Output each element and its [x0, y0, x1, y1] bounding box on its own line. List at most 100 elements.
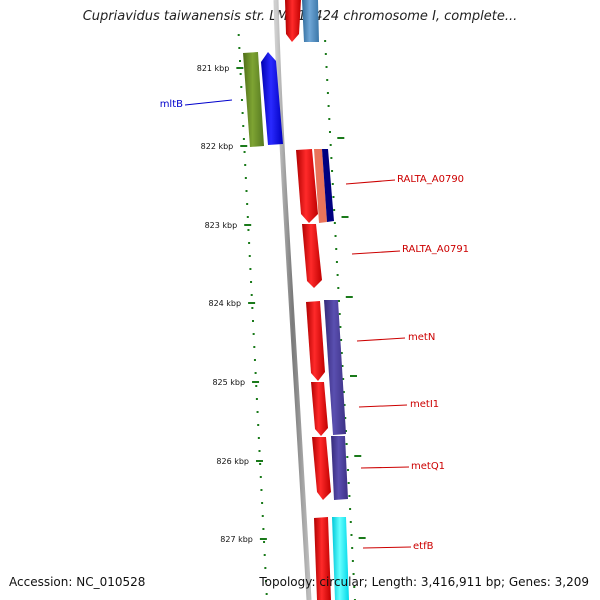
gene-RALTA_A0790-salmon[interactable]: [314, 149, 327, 223]
ruler-tick: [252, 381, 260, 383]
ruler-dot: [260, 489, 263, 491]
gene-leader-line: [362, 546, 412, 549]
gene-labels: mltB RALTA_A0790 RALTA_A0791 metN metI1 metQ1…: [160, 99, 469, 552]
outer-dot: [333, 209, 336, 211]
outer-dot: [351, 547, 354, 549]
outer-dot: [353, 586, 356, 588]
gene-RALTA_A0790-navy[interactable]: [322, 149, 334, 222]
gene-leader-line: [360, 466, 410, 469]
ruler-dot: [250, 281, 253, 283]
ruler-dot: [248, 242, 251, 244]
ruler-dot: [253, 346, 256, 348]
outer-dot: [343, 404, 346, 406]
outer-tick: [354, 455, 362, 457]
gene-mltB-olive[interactable]: [243, 52, 264, 147]
genome-backbone: [273, 0, 312, 600]
ruler-dot: [252, 320, 254, 322]
ruler-dot: [237, 34, 240, 36]
ruler-dot: [253, 359, 256, 361]
ruler-dot: [255, 385, 258, 387]
ruler-dot: [263, 541, 266, 543]
gene-label-RALTA_A0791[interactable]: RALTA_A0791: [402, 244, 469, 255]
ruler-dot: [244, 177, 247, 179]
ruler-dot: [263, 554, 266, 556]
ruler-dot: [242, 125, 245, 127]
outer-dot: [331, 183, 334, 185]
gene-RALTA_A0791[interactable]: [302, 224, 322, 288]
outer-dot: [327, 105, 330, 107]
gene-label-metI1[interactable]: metI1: [410, 399, 439, 410]
gene-leader-line: [345, 179, 396, 185]
ruler-dot: [247, 229, 250, 231]
ruler-dot: [239, 73, 242, 75]
ruler-dot: [252, 333, 255, 335]
outer-tick: [341, 216, 349, 218]
ruler-dot: [257, 424, 260, 426]
gene-leader-line: [184, 99, 233, 106]
ruler-tick: [248, 302, 256, 304]
ruler-dot: [261, 502, 264, 504]
ruler-dot: [258, 450, 261, 452]
ruler-dot: [256, 411, 259, 413]
ruler-dot: [248, 255, 251, 257]
ruler-dot: [265, 593, 268, 595]
gene-RALTA_A0790-red[interactable]: [296, 149, 318, 223]
gene-leader-line: [351, 250, 401, 255]
outer-dot: [351, 560, 354, 562]
gene-etfB-red[interactable]: [314, 517, 331, 600]
ruler-dot: [254, 372, 257, 374]
outer-dot: [332, 196, 335, 198]
topology-summary: Topology: circular; Length: 3,416,911 bp…: [259, 575, 589, 589]
gene-etfB-cyan[interactable]: [332, 517, 349, 600]
gene-leader-line: [356, 337, 406, 342]
gene-label-metN[interactable]: metN: [408, 332, 435, 343]
outer-dot: [325, 66, 328, 68]
outer-dot: [352, 573, 355, 575]
gene-label-RALTA_A0790[interactable]: RALTA_A0790: [397, 174, 464, 185]
ruler-tick: [244, 224, 252, 226]
ruler-tick-label: 824 kbp: [208, 299, 241, 308]
outer-dot: [339, 326, 342, 328]
kbp-ruler: 821 kbp 822 kbp 823 kbp 824 kbp 825 kbp 826 k…: [197, 34, 268, 595]
ruler-tick: [236, 67, 244, 69]
outer-dot: [337, 287, 340, 289]
ruler-dot: [246, 203, 249, 205]
gene-label-mltB[interactable]: mltB: [160, 99, 183, 110]
ruler-dot: [259, 463, 262, 465]
gene-metN-purple[interactable]: [324, 300, 346, 435]
gene-metQ1-purple[interactable]: [331, 436, 348, 500]
ruler-dot: [243, 151, 246, 153]
outer-dot: [324, 40, 327, 42]
ruler-tick-label: 823 kbp: [205, 221, 238, 230]
ruler-tick-label: 826 kbp: [216, 457, 249, 466]
ruler-dot: [240, 86, 243, 88]
outer-dot: [328, 131, 331, 133]
ruler-tick: [240, 145, 248, 147]
gene-leader-line: [358, 404, 408, 408]
gene-top-red[interactable]: [285, 0, 301, 42]
outer-dot: [345, 443, 348, 445]
ruler-dot: [262, 528, 265, 530]
gene-label-metQ1[interactable]: metQ1: [411, 461, 445, 472]
ruler-tick: [256, 460, 263, 462]
gene-metN-red[interactable]: [306, 301, 325, 381]
outer-tick: [350, 375, 357, 377]
outer-dot: [324, 53, 327, 55]
gene-label-etfB[interactable]: etfB: [413, 541, 434, 552]
outer-dot: [338, 300, 340, 302]
ruler-dot: [239, 60, 241, 62]
ruler-dot: [238, 47, 241, 49]
outer-dot: [347, 469, 350, 471]
ruler-dot: [264, 567, 267, 569]
gene-mltB[interactable]: [261, 52, 283, 145]
ruler-dot: [244, 164, 247, 166]
gene-metQ1-red[interactable]: [312, 437, 331, 500]
gene-top-steel[interactable]: [302, 0, 319, 42]
gene-metI1[interactable]: [311, 382, 328, 436]
outer-dot: [349, 508, 352, 510]
outer-dot: [349, 521, 352, 523]
outer-dot: [333, 222, 336, 224]
outer-tick: [345, 296, 353, 298]
outer-dot: [328, 118, 331, 120]
